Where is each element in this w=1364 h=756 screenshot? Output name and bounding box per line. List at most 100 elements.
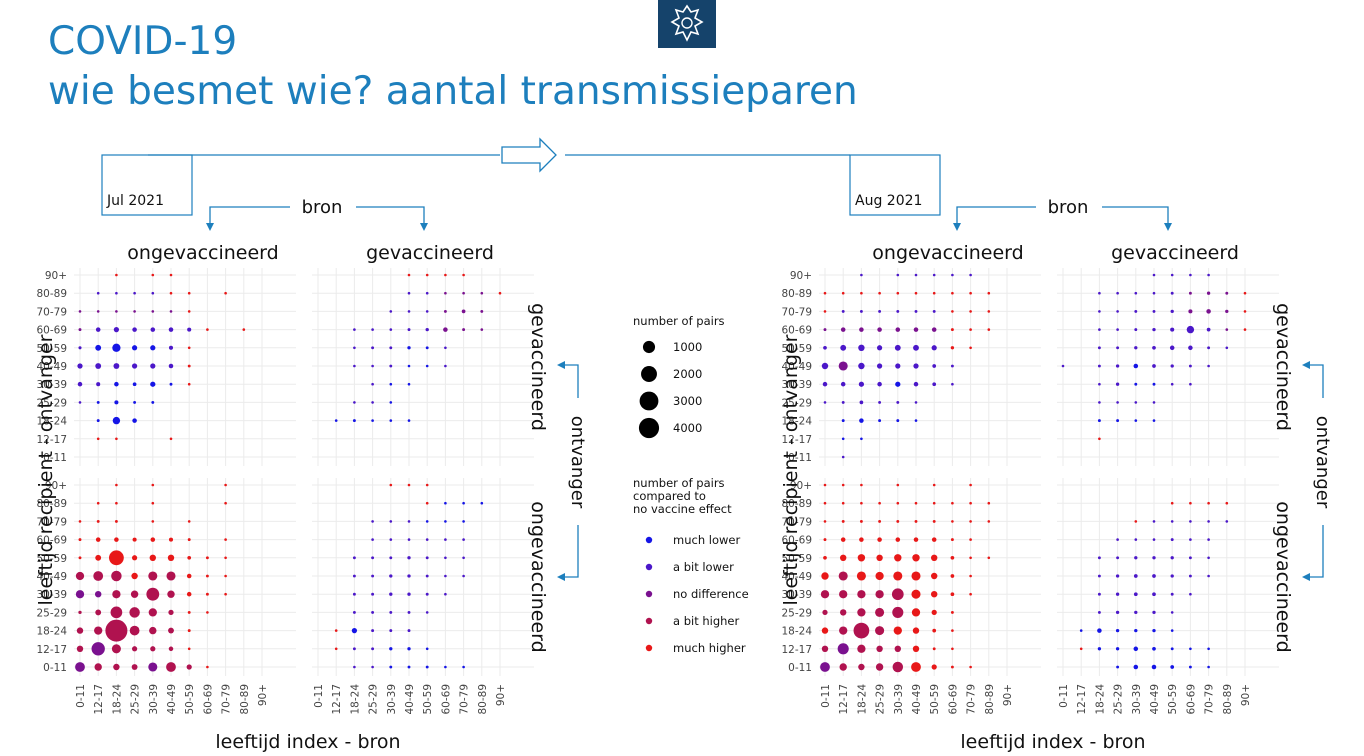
data-point: [95, 327, 101, 332]
data-point: [951, 647, 954, 651]
data-point: [371, 401, 374, 404]
data-point: [841, 501, 845, 505]
data-point: [841, 483, 845, 487]
data-point: [131, 664, 138, 670]
data-point: [912, 554, 920, 562]
data-point: [932, 501, 936, 505]
x-tick-label: 30-39: [148, 684, 160, 715]
data-point: [187, 538, 191, 542]
data-point: [857, 608, 866, 617]
data-point: [444, 574, 447, 578]
data-point: [1115, 647, 1120, 651]
data-point: [1116, 346, 1120, 350]
panel-ongevaccineerd-to-ongevaccineerd: [819, 478, 1041, 676]
data-point: [969, 665, 972, 669]
data-point: [1115, 592, 1120, 596]
data-point: [407, 346, 411, 350]
x-tick-label: 70-79: [459, 684, 471, 715]
data-point: [352, 647, 356, 651]
column-strip-label: ongevaccineerd: [872, 242, 1023, 264]
data-point: [1188, 291, 1192, 295]
data-point: [969, 273, 972, 277]
bron-arrow-left: [956, 206, 1036, 226]
data-point: [425, 327, 429, 332]
x-tick-label: 90+: [257, 684, 269, 706]
data-point: [876, 645, 883, 653]
data-point: [1152, 382, 1156, 386]
x-tick-label: 50-59: [422, 684, 434, 715]
data-point: [444, 665, 447, 669]
x-axis-title: leeftijd index - bron: [960, 731, 1145, 753]
data-point: [1207, 273, 1210, 277]
data-point: [371, 665, 374, 669]
y-tick-label: 80-89: [36, 288, 67, 300]
data-point: [371, 556, 375, 560]
data-point: [875, 607, 885, 617]
data-point: [913, 344, 919, 351]
data-point: [334, 647, 338, 651]
data-point: [838, 571, 848, 581]
y-tick-label: 12-17: [36, 644, 67, 656]
bron-arrow-right: [356, 206, 425, 226]
data-point: [462, 538, 465, 541]
data-point: [1097, 628, 1102, 633]
data-point: [169, 310, 173, 313]
data-point: [1152, 345, 1156, 350]
data-point: [186, 664, 192, 670]
data-point: [389, 419, 393, 422]
data-point: [821, 572, 829, 580]
period-box: [849, 154, 941, 216]
legend-color-title: no vaccine effect: [633, 502, 732, 516]
data-point: [462, 501, 465, 505]
data-point: [896, 501, 900, 505]
data-point: [75, 590, 85, 599]
data-point: [859, 327, 864, 332]
data-point: [150, 327, 156, 332]
data-point: [389, 647, 393, 651]
bron-label: bron: [1048, 197, 1089, 218]
data-point: [1134, 610, 1138, 615]
data-point: [407, 610, 411, 614]
data-point: [931, 664, 937, 670]
data-point: [860, 501, 863, 505]
x-tick-label: 30-39: [386, 684, 398, 715]
data-point: [149, 554, 157, 562]
data-point: [1152, 592, 1156, 597]
x-tick-label: 90+: [1002, 684, 1014, 706]
data-point: [462, 556, 465, 560]
data-point: [1170, 501, 1174, 505]
data-point: [896, 419, 900, 423]
data-point: [932, 519, 936, 523]
data-point: [931, 537, 937, 542]
data-point: [1189, 538, 1192, 541]
data-point: [112, 416, 121, 425]
data-point: [132, 327, 137, 332]
data-point: [1116, 665, 1120, 669]
data-point: [389, 556, 393, 560]
ontvanger-label: ontvanger: [1312, 416, 1333, 509]
data-point: [96, 400, 100, 404]
data-point: [353, 665, 356, 669]
legend-color-title: number of pairs: [633, 476, 725, 490]
data-point: [1188, 309, 1193, 314]
y-tick-label: 50-59: [781, 553, 812, 565]
data-point: [1189, 592, 1192, 596]
column-strip-label: gevaccineerd: [1111, 242, 1239, 264]
y-tick-label: 90+: [45, 270, 67, 282]
data-point: [444, 556, 447, 560]
data-point: [1115, 574, 1120, 578]
data-point: [425, 538, 429, 541]
data-point: [839, 590, 848, 599]
data-point: [151, 310, 155, 313]
data-point: [1186, 325, 1195, 334]
data-point: [407, 328, 411, 332]
data-point: [115, 310, 118, 313]
data-point: [857, 554, 866, 562]
data-point: [407, 556, 411, 560]
data-point: [1116, 556, 1120, 560]
data-point: [389, 629, 393, 633]
data-point: [932, 291, 936, 295]
panel-gevaccineerd-to-gevaccineerd: [312, 268, 534, 466]
data-point: [1225, 501, 1229, 505]
data-point: [987, 556, 991, 560]
